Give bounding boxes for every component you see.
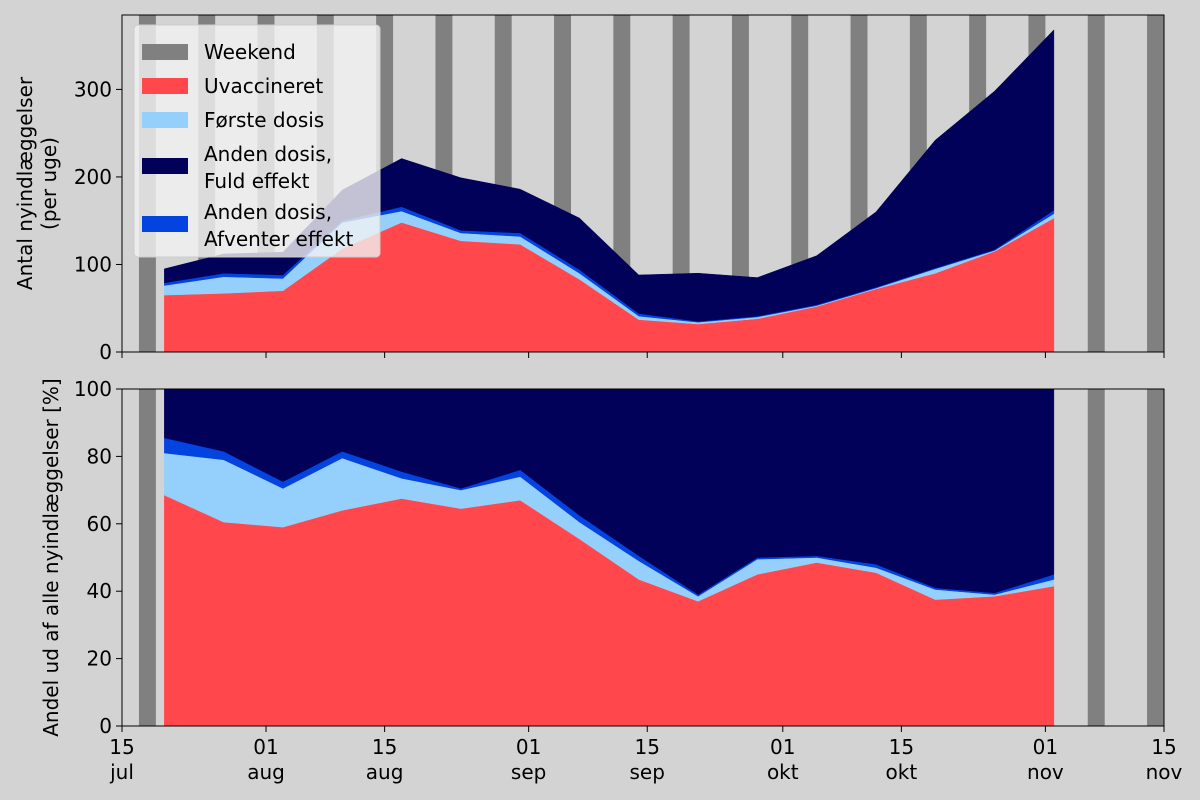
y-tick-label: 100 <box>74 377 112 401</box>
x-tick-label-day: 15 <box>372 735 397 759</box>
y-tick-label: 0 <box>99 714 112 738</box>
legend-label: Anden dosis, <box>204 200 332 224</box>
bottom-panel-share-of-admissions: 0 20 40 60 80 100 Andel ud af alle nyindlæggel… <box>39 377 1165 738</box>
x-tick-label-day: 01 <box>516 735 541 759</box>
legend-swatch <box>142 44 188 60</box>
legend-swatch <box>142 112 188 128</box>
y-tick-label: 60 <box>87 512 112 536</box>
axes-frame <box>121 388 1165 727</box>
x-tick-label-month: jul <box>109 760 134 784</box>
area-anden-dosis-fuld-effekt <box>164 29 1055 322</box>
legend-label: Afventer effekt <box>204 227 354 251</box>
x-tick-label-month: aug <box>366 760 404 784</box>
legend-swatch <box>142 78 188 94</box>
y-tick-label: 200 <box>74 165 112 189</box>
legend-swatch <box>142 158 188 174</box>
y-axis-label-line1: Antal nyindlæggelser <box>13 76 37 290</box>
x-tick-label-month: sep <box>630 760 665 784</box>
x-tick-label-day: 15 <box>889 735 914 759</box>
x-axis-tick-labels: 15jul01aug15aug01sep15sep01okt15okt01nov… <box>109 735 1182 784</box>
y-tick-label: 0 <box>99 340 112 364</box>
x-tick-label-month: sep <box>511 760 546 784</box>
x-tick-label-day: 15 <box>1151 735 1176 759</box>
legend: Weekend Uvaccineret Første dosis Anden dosi… <box>133 24 381 258</box>
weekend-band <box>672 15 690 352</box>
y-tick-label: 20 <box>87 647 112 671</box>
x-tick-label-day: 01 <box>770 735 795 759</box>
weekend-band <box>1147 15 1164 352</box>
legend-label: Uvaccineret <box>204 74 323 98</box>
legend-label: Fuld effekt <box>204 169 310 193</box>
weekend-band <box>1087 15 1105 352</box>
x-tick-label-month: nov <box>1146 760 1183 784</box>
y-tick-label: 80 <box>87 444 112 468</box>
y-tick-label: 100 <box>74 252 112 276</box>
y-tick-label: 300 <box>74 77 112 101</box>
x-tick-label-month: okt <box>767 760 799 784</box>
legend-label: Første dosis <box>204 108 324 132</box>
x-tick-label-day: 15 <box>109 735 134 759</box>
area-anden-dosis-fuld-effekt <box>164 389 1055 595</box>
x-tick-label-month: aug <box>247 760 285 784</box>
legend-label: Anden dosis, <box>204 142 332 166</box>
weekend-band <box>731 15 749 352</box>
y-axis-label-line2: (per uge) <box>37 137 61 230</box>
x-tick-label-month: nov <box>1027 760 1064 784</box>
x-tick-label-day: 01 <box>253 735 278 759</box>
x-tick-label-day: 01 <box>1033 735 1058 759</box>
legend-label: Weekend <box>204 40 296 64</box>
y-axis-label: Andel ud af alle nyindlæggelser [%] <box>39 378 63 737</box>
weekend-band <box>1147 389 1164 726</box>
x-tick-label-month: okt <box>886 760 918 784</box>
weekend-band <box>1087 389 1105 726</box>
axes-frame <box>121 14 1165 353</box>
weekend-band <box>138 389 156 726</box>
legend-box <box>133 24 381 258</box>
legend-swatch <box>142 216 188 232</box>
x-tick-label-day: 15 <box>635 735 660 759</box>
y-tick-label: 40 <box>87 579 112 603</box>
